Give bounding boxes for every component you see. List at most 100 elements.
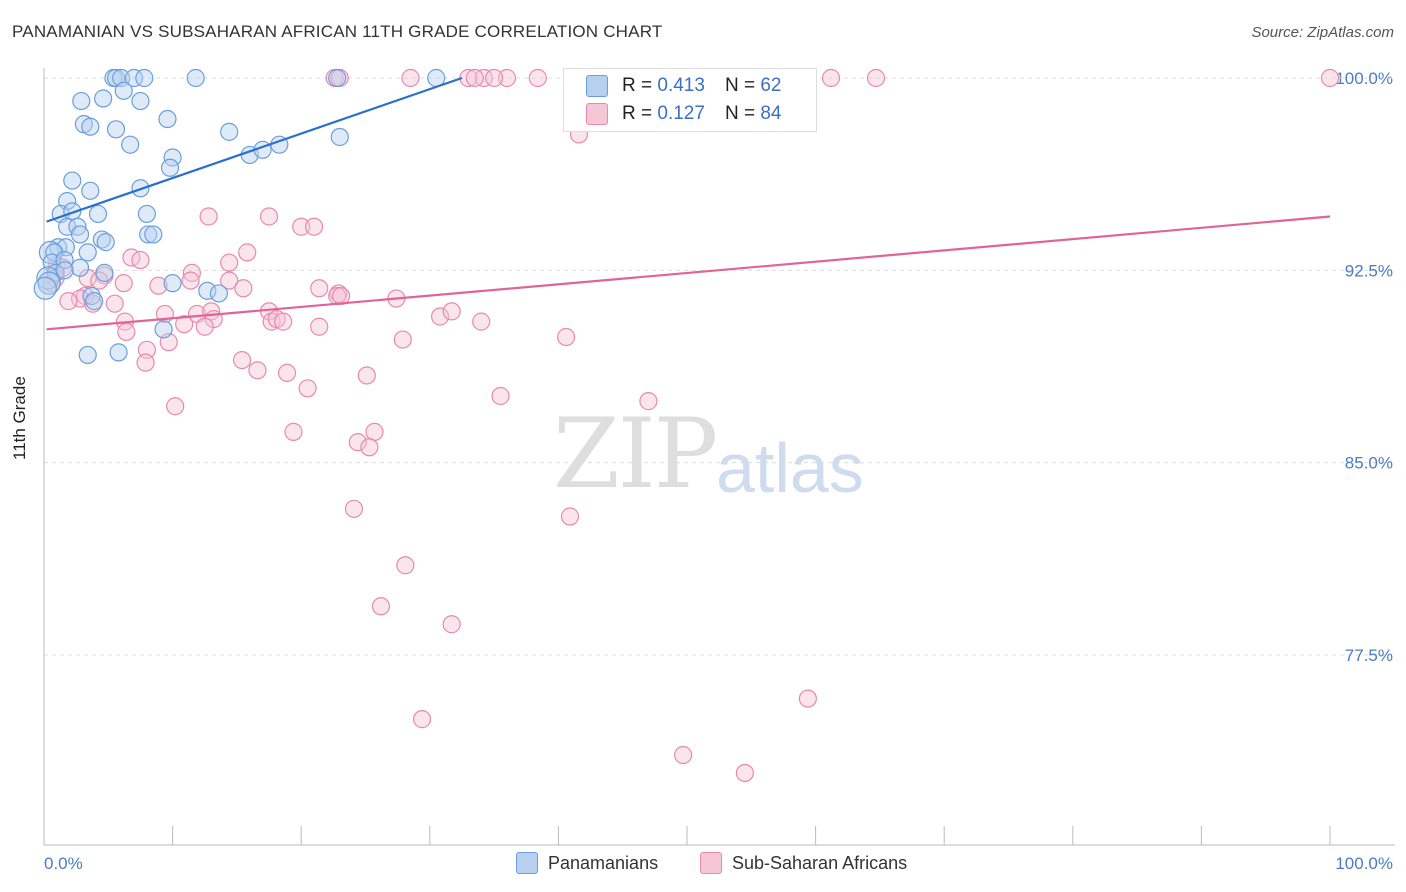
legend-swatch-blue <box>516 852 538 874</box>
point-pink <box>277 363 297 383</box>
point-pink <box>639 392 658 411</box>
point-pink <box>78 268 97 288</box>
r-value-pink: 0.127 <box>657 103 705 124</box>
stats-row-blue: R = 0.413 N = 62 <box>586 72 781 100</box>
point-pink <box>304 217 324 236</box>
point-blue <box>163 274 182 293</box>
point-pink <box>274 312 293 331</box>
point-pink <box>866 68 886 88</box>
source-label: Source: ZipAtlas.com <box>1251 24 1394 41</box>
n-label-pink: N = <box>724 103 756 124</box>
point-pink <box>557 327 576 347</box>
point-blue <box>94 89 113 108</box>
legend-swatch-pink <box>700 852 722 874</box>
stats-legend: R = 0.413 N = 62 R = 0.127 N = 84 <box>563 68 817 132</box>
stats-row-pink: R = 0.127 N = 84 <box>586 100 781 128</box>
point-blue <box>186 68 205 88</box>
point-blue <box>160 158 180 177</box>
point-pink <box>735 763 754 783</box>
point-pink <box>149 276 168 295</box>
n-value-pink: 84 <box>760 103 782 124</box>
legend-label-panamanians: Panamanians <box>548 852 659 873</box>
point-blue <box>78 243 97 262</box>
legend-item-panamanians[interactable]: Panamanians <box>516 852 658 874</box>
point-pink <box>310 317 329 336</box>
point-pink <box>59 292 78 311</box>
point-pink <box>248 361 267 380</box>
n-value-blue: 62 <box>760 75 782 96</box>
legend-item-subsaharan[interactable]: Sub-Saharan Africans <box>700 852 907 874</box>
point-pink <box>310 279 329 298</box>
point-pink <box>393 330 412 349</box>
point-pink <box>560 507 580 526</box>
point-pink <box>497 68 517 88</box>
point-pink <box>1320 68 1340 88</box>
point-blue <box>88 204 108 224</box>
point-blue <box>114 81 133 100</box>
point-pink <box>360 438 379 457</box>
point-pink <box>232 350 252 370</box>
point-blue <box>137 204 156 224</box>
point-pink <box>181 271 200 290</box>
point-blue <box>33 276 57 300</box>
point-pink <box>292 217 311 236</box>
point-blue <box>220 122 239 141</box>
point-pink <box>131 250 150 270</box>
y-tick-label: 92.5% <box>1345 261 1393 280</box>
point-blue <box>330 127 349 147</box>
point-blue <box>78 345 97 365</box>
point-pink <box>117 322 136 341</box>
point-pink <box>195 317 214 336</box>
point-blue <box>55 250 74 270</box>
trend-line-blue <box>46 76 463 223</box>
point-blue <box>124 68 144 88</box>
point-pink <box>401 68 420 88</box>
point-pink <box>396 556 415 575</box>
point-pink <box>182 263 201 282</box>
point-blue <box>95 263 114 282</box>
point-blue <box>135 68 154 88</box>
point-blue <box>106 120 126 139</box>
point-pink <box>105 294 124 313</box>
point-pink <box>528 68 547 88</box>
point-blue <box>144 225 163 244</box>
point-blue <box>72 91 91 111</box>
point-pink <box>76 286 95 306</box>
point-pink <box>798 689 817 708</box>
point-pink <box>442 615 461 634</box>
trend-line-pink <box>46 215 1331 331</box>
point-pink <box>175 315 194 334</box>
point-pink <box>357 366 376 385</box>
point-pink <box>238 243 257 262</box>
point-blue <box>81 117 100 136</box>
point-blue <box>131 91 150 111</box>
n-label-blue: N = <box>724 75 756 96</box>
point-pink <box>491 386 510 406</box>
y-tick-label: 85.0% <box>1345 454 1393 473</box>
point-blue <box>55 261 74 280</box>
point-pink <box>234 279 253 298</box>
point-pink <box>199 207 218 226</box>
point-pink <box>485 68 504 88</box>
point-pink <box>259 207 279 226</box>
point-pink <box>442 302 461 321</box>
point-pink <box>465 68 484 88</box>
point-pink <box>220 253 239 272</box>
point-blue <box>139 225 158 244</box>
x-tick-label-max: 100.0% <box>1335 854 1393 873</box>
point-pink <box>472 312 491 331</box>
pink-swatch <box>586 103 608 125</box>
point-blue <box>70 258 90 277</box>
r-label-blue: R = <box>622 75 653 96</box>
point-pink <box>365 422 384 441</box>
point-pink <box>114 274 133 293</box>
point-pink <box>136 353 155 372</box>
point-blue <box>328 68 347 88</box>
point-blue <box>109 343 128 362</box>
point-pink <box>348 433 367 452</box>
legend-label-subsaharan: Sub-Saharan Africans <box>732 852 908 873</box>
point-pink <box>298 379 317 398</box>
point-blue <box>85 292 104 311</box>
point-pink <box>284 422 303 441</box>
